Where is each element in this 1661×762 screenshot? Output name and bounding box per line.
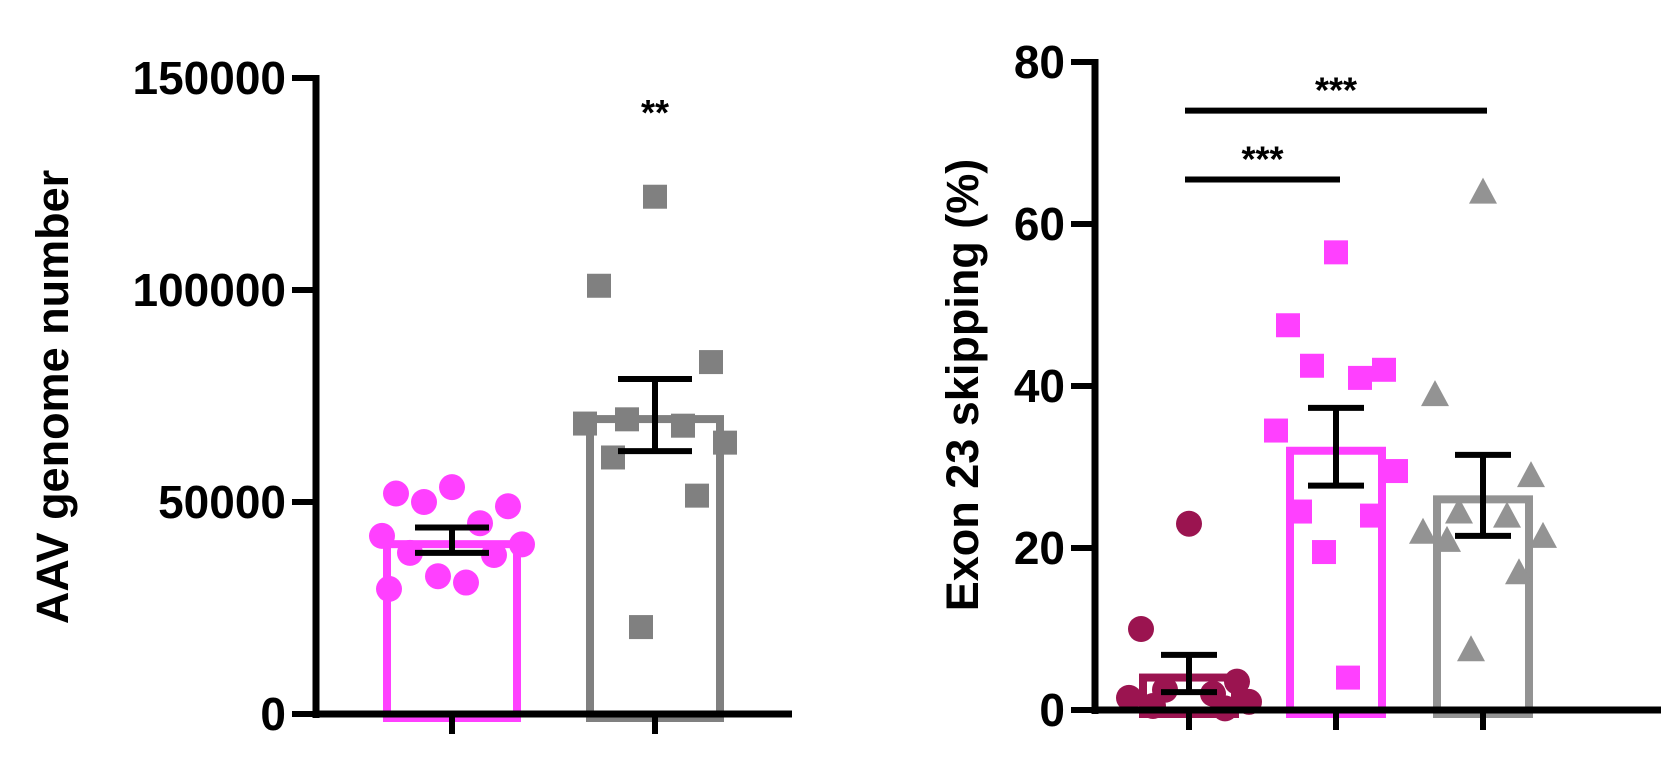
data-point	[467, 510, 493, 537]
y-axis-title: AAV genome number	[27, 170, 78, 624]
data-point	[1372, 357, 1396, 382]
significance-label-2: ***	[1315, 70, 1357, 111]
data-point	[1409, 517, 1437, 544]
y-tick-label: 80	[1014, 36, 1065, 88]
significance-label: **	[641, 92, 669, 133]
data-point	[1433, 525, 1461, 552]
data-point	[1300, 353, 1324, 378]
data-point	[685, 483, 709, 508]
data-point	[495, 493, 521, 520]
error-bar-2	[1308, 404, 1364, 489]
data-point	[615, 407, 639, 432]
data-point	[699, 350, 723, 375]
data-point	[411, 489, 437, 515]
data-point	[1324, 240, 1348, 265]
data-point	[629, 615, 653, 640]
data-point	[1176, 510, 1202, 537]
data-point	[439, 474, 465, 501]
data-point	[1116, 684, 1142, 711]
data-point	[1529, 521, 1557, 548]
data-point	[1224, 668, 1250, 695]
data-point	[573, 411, 597, 436]
data-point	[453, 569, 479, 596]
chart-exon-skipping: 0 20 40 60 80 Exon 23 skipping (%) *** ***	[937, 36, 1661, 736]
data-point	[1469, 177, 1497, 204]
data-point	[1384, 459, 1408, 484]
data-point	[1128, 616, 1154, 642]
data-point	[1457, 635, 1485, 662]
data-point	[671, 413, 695, 438]
data-point	[1336, 665, 1360, 690]
data-point	[1276, 313, 1300, 338]
y-tick-label: 100000	[133, 264, 287, 316]
y-tick-label: 60	[1014, 198, 1065, 250]
data-point	[713, 430, 737, 455]
data-point	[376, 575, 402, 602]
data-point	[1288, 499, 1312, 524]
data-point	[1312, 540, 1336, 565]
y-axis-title: Exon 23 skipping (%)	[937, 159, 988, 612]
error-bar-1	[415, 524, 489, 556]
error-bar-2	[618, 376, 692, 455]
data-point	[643, 184, 667, 209]
y-tick-label: 0	[260, 688, 286, 740]
y-tick-label: 150000	[133, 52, 287, 104]
data-point	[481, 542, 507, 568]
data-point	[369, 522, 395, 549]
chart-aav-genome: 0 50000 100000 150000 AAV genome number **	[27, 52, 792, 740]
data-point	[1360, 503, 1384, 528]
y-tick-label: 40	[1014, 360, 1065, 412]
bar-1	[383, 540, 521, 722]
data-point	[1493, 501, 1521, 528]
data-point	[1140, 692, 1166, 719]
data-point	[1421, 380, 1449, 407]
error-bar-1	[1161, 651, 1217, 696]
significance-label-1: ***	[1241, 138, 1283, 179]
data-point	[397, 539, 423, 566]
y-tick-label: 50000	[158, 476, 286, 528]
data-point	[1445, 497, 1473, 524]
data-point	[383, 480, 409, 507]
data-point	[1517, 461, 1545, 488]
data-point	[587, 273, 611, 298]
data-point	[425, 563, 451, 590]
data-point	[1505, 558, 1533, 585]
data-point	[1348, 365, 1372, 390]
error-bar-3	[1455, 451, 1511, 539]
data-point	[509, 531, 535, 558]
y-tick-label: 20	[1014, 522, 1065, 574]
data-point	[1264, 418, 1288, 443]
y-tick-label: 0	[1039, 684, 1065, 736]
